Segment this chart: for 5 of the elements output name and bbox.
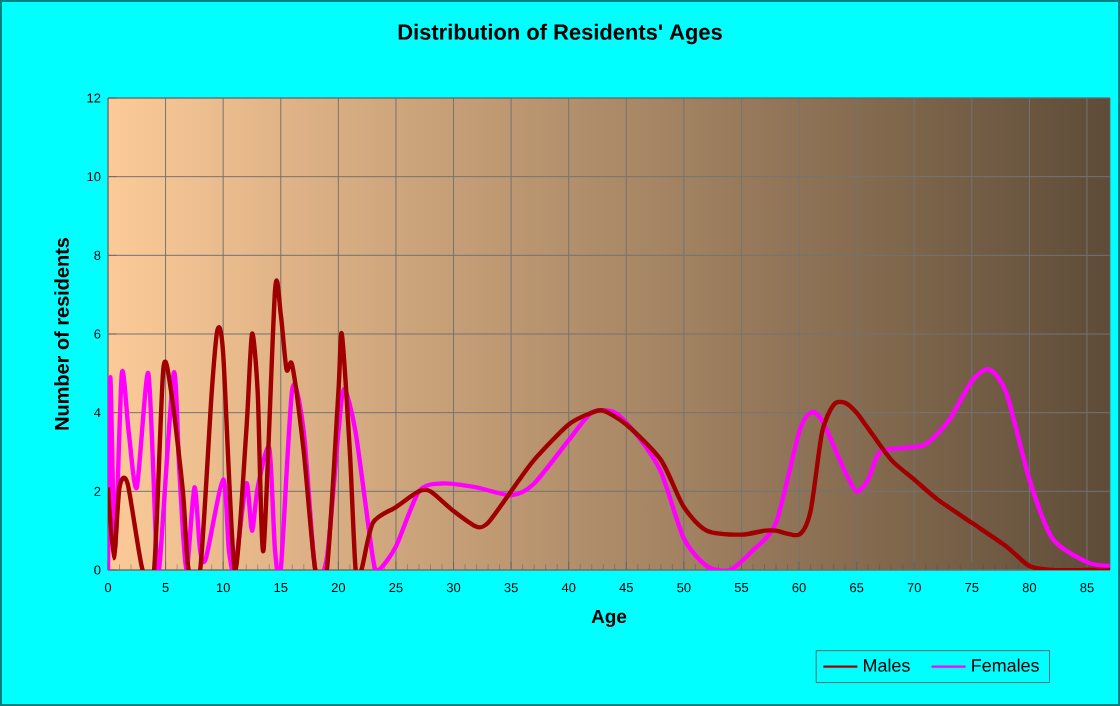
- y-axis-title: Number of residents: [54, 237, 69, 430]
- legend-label: Males: [864, 658, 910, 672]
- x-axis-title: Age: [591, 609, 627, 627]
- legend-label: Females: [972, 658, 1039, 672]
- chart-title: Distribution of Residents' Ages: [398, 23, 722, 45]
